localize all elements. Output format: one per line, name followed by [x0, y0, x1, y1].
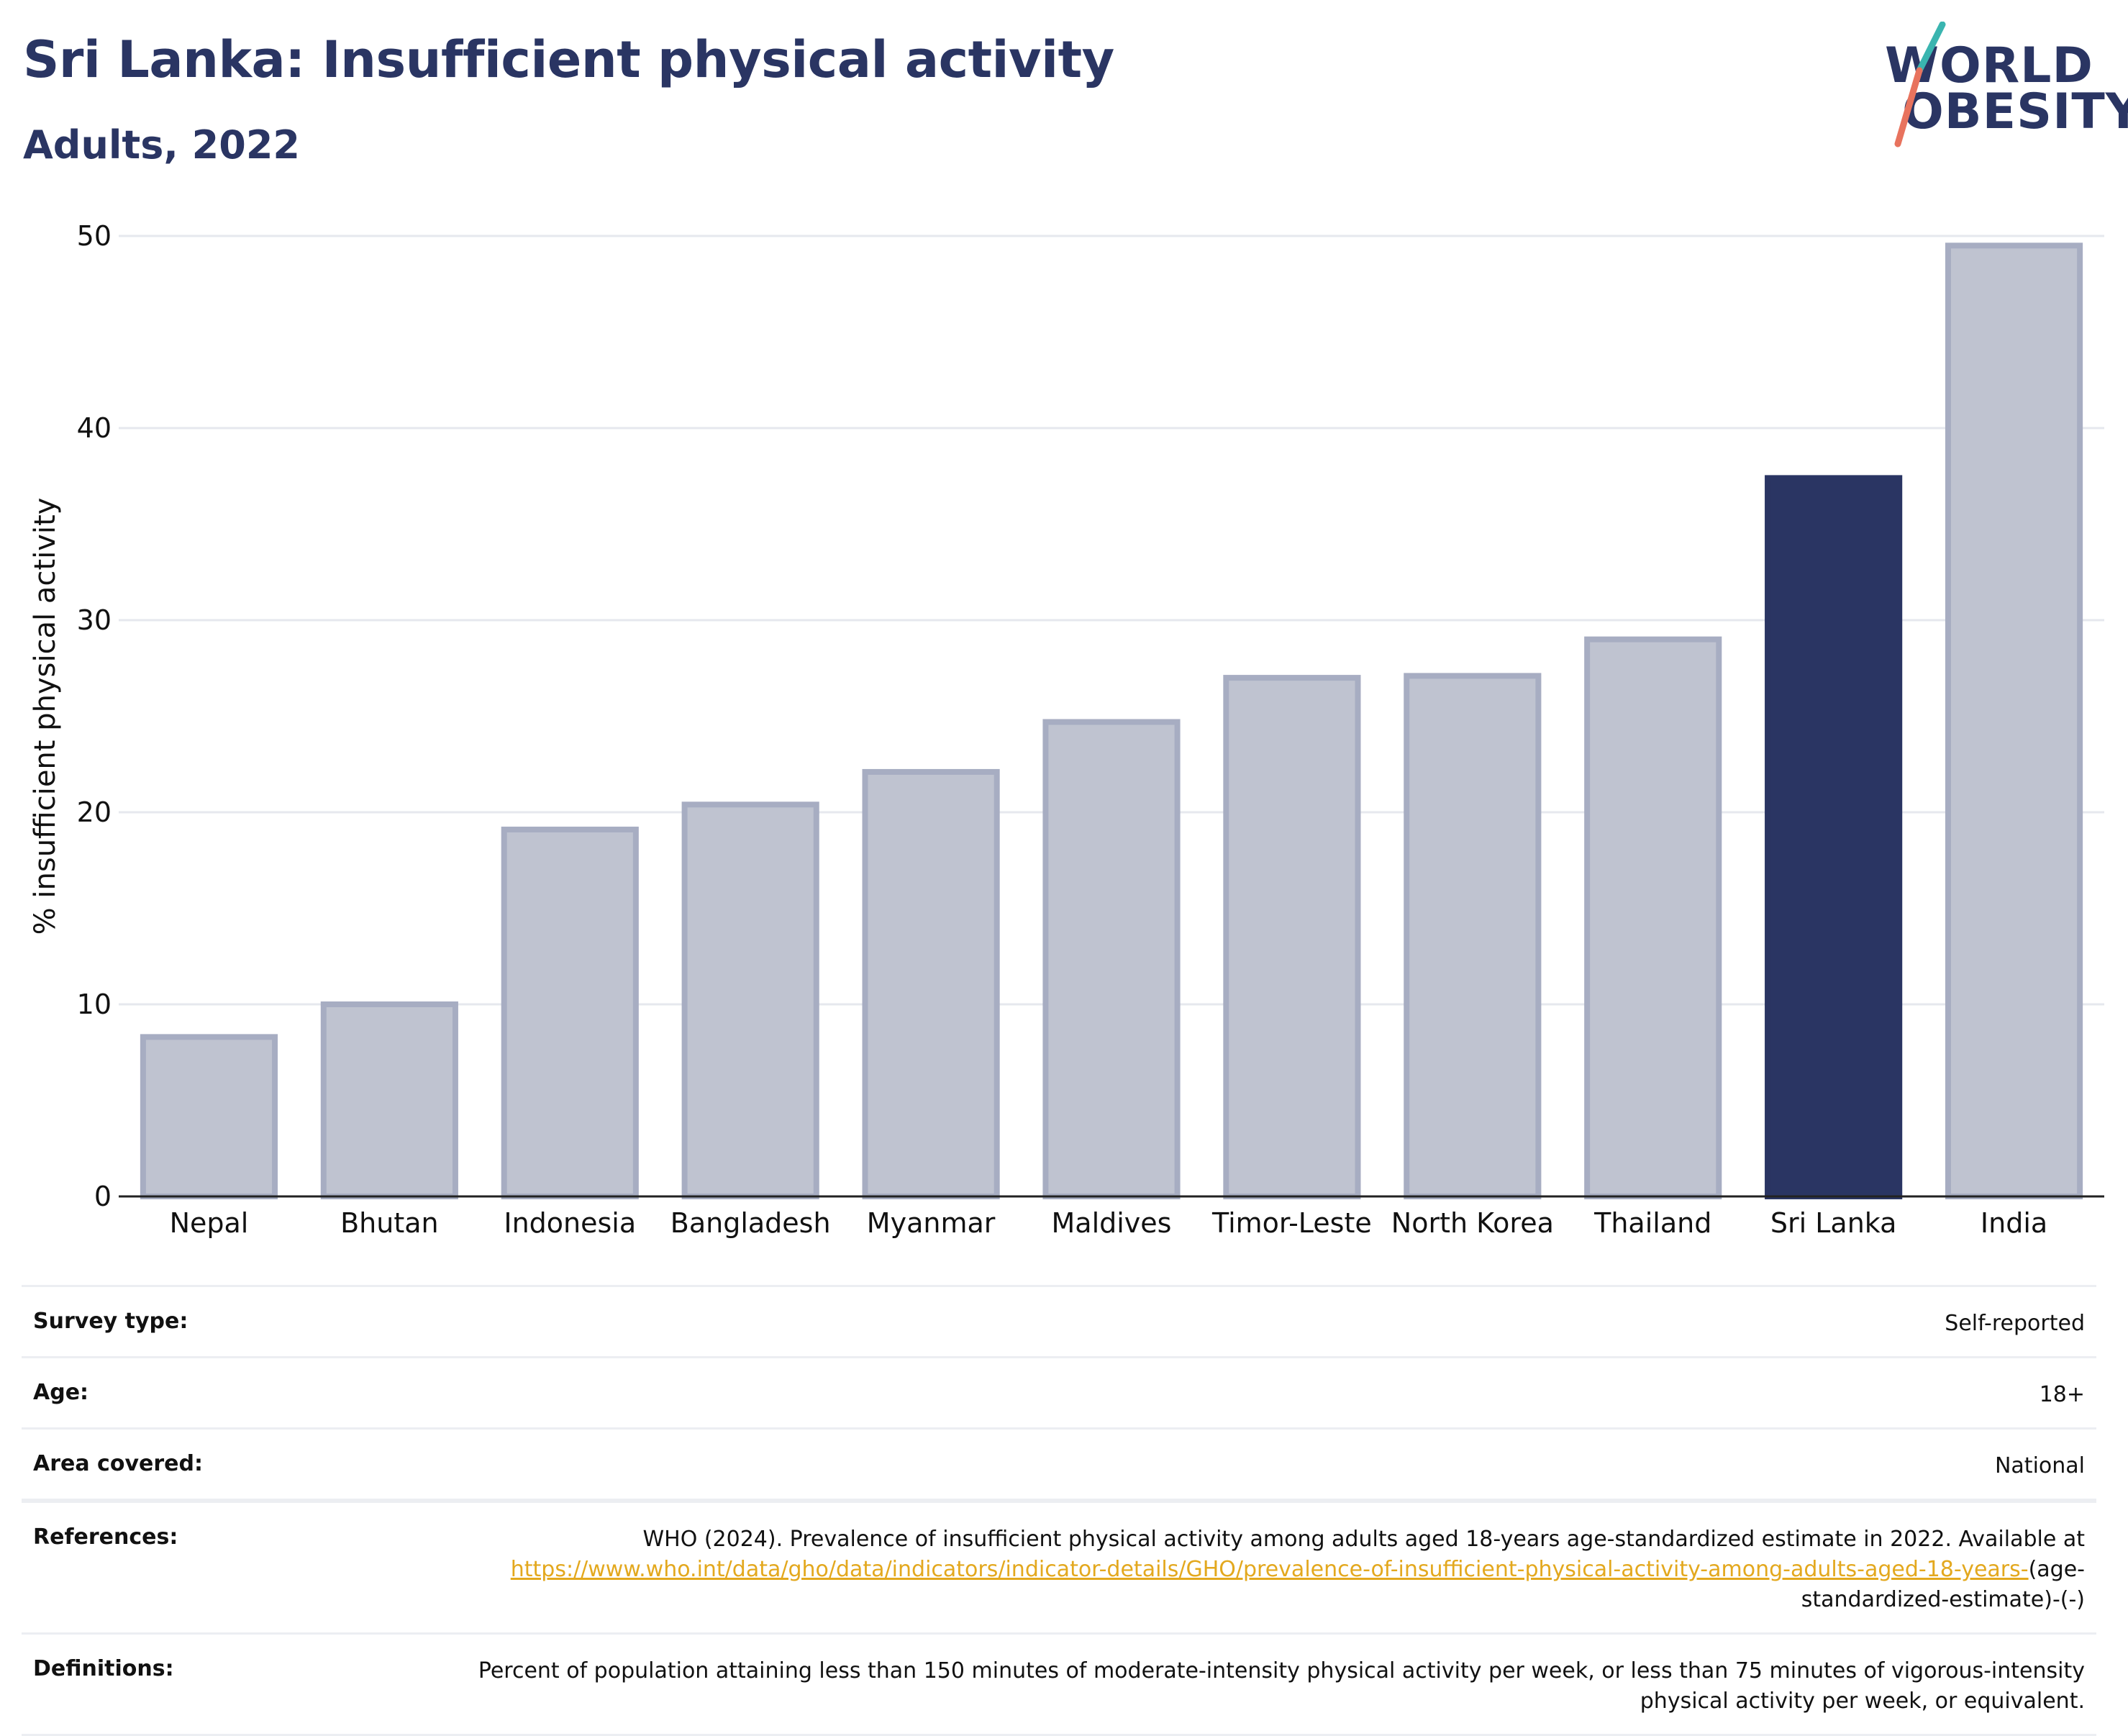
meta-value: 18+: [2039, 1382, 2085, 1407]
meta-value: National: [1994, 1453, 2085, 1478]
x-tick-label: Thailand: [1593, 1207, 1711, 1239]
meta-row: Area covered: National: [22, 1427, 2096, 1501]
y-tick-label: 10: [77, 989, 112, 1020]
bar: [1945, 242, 2083, 1200]
world-obesity-logo: WORLD OBESITY: [1870, 22, 2128, 151]
meta-value: Self-reported: [1945, 1311, 2085, 1336]
meta-label: Area covered:: [33, 1451, 203, 1476]
x-tick-label: India: [1981, 1207, 2047, 1239]
meta-label: Survey type:: [33, 1309, 188, 1334]
x-tick-label: Bangladesh: [670, 1207, 831, 1239]
y-axis-label: % insufficient physical activity: [29, 498, 62, 935]
y-tick-label: 20: [77, 796, 112, 828]
x-tick-label: Indonesia: [504, 1207, 636, 1239]
x-tick-label: Nepal: [170, 1207, 249, 1239]
y-axis-ticks: 0 10 20 30 40 50: [77, 220, 112, 1212]
bar: [1404, 673, 1542, 1199]
bar: [862, 768, 1000, 1199]
meta-value-references: WHO (2024). Prevalence of insufficient p…: [430, 1524, 2085, 1615]
meta-value-definitions: Percent of population attaining less tha…: [478, 1658, 2085, 1714]
x-tick-label: Maldives: [1052, 1207, 1172, 1239]
bar-chart: 0 10 20 30 40 50 Nepal Bhutan Indonesia Banglade…: [29, 220, 2104, 1239]
metadata-table: Survey type: Self-reported Age: 18+ Area cov…: [22, 1285, 2096, 1736]
bar: [501, 827, 639, 1200]
bar: [1223, 675, 1361, 1199]
bar: [140, 1034, 278, 1200]
references-suffix: (age-standardized-estimate)-(-): [1801, 1557, 2085, 1612]
bar: [1765, 475, 1903, 1200]
meta-row: Survey type: Self-reported: [22, 1285, 2096, 1356]
meta-label-references: References:: [33, 1524, 178, 1550]
x-tick-label: North Korea: [1391, 1207, 1554, 1239]
meta-row-definitions: Definitions: Percent of population attai…: [22, 1632, 2096, 1736]
meta-label: Age:: [33, 1380, 89, 1405]
references-link[interactable]: https://www.who.int/data/gho/data/indica…: [510, 1557, 2029, 1582]
bar: [1042, 719, 1181, 1199]
bars: [140, 242, 2083, 1200]
y-tick-label: 40: [77, 412, 112, 444]
bar: [320, 1001, 458, 1199]
y-tick-label: 50: [77, 220, 112, 252]
x-tick-label: Bhutan: [340, 1207, 439, 1239]
x-tick-label: Myanmar: [867, 1207, 996, 1239]
logo-slash-icon: [1894, 22, 1946, 147]
bar: [1584, 636, 1722, 1199]
y-tick-label: 30: [77, 604, 112, 636]
logo-word-obesity: OBESITY: [1902, 83, 2128, 140]
x-axis-ticks: Nepal Bhutan Indonesia Bangladesh Myanmar Mal…: [170, 1207, 2048, 1239]
x-tick-label: Sri Lanka: [1770, 1207, 1897, 1239]
y-tick-label: 0: [94, 1181, 112, 1212]
chart-subtitle: Adults, 2022: [23, 122, 300, 168]
meta-row: Age: 18+: [22, 1356, 2096, 1427]
chart-title: Sri Lanka: Insufficient physical activit…: [23, 30, 1114, 89]
bar: [681, 801, 819, 1199]
x-tick-label: Timor-Leste: [1211, 1207, 1372, 1239]
meta-row-references: References: WHO (2024). Prevalence of in…: [22, 1501, 2096, 1632]
references-text: WHO (2024). Prevalence of insufficient p…: [642, 1527, 2085, 1552]
meta-label-definitions: Definitions:: [33, 1656, 174, 1681]
